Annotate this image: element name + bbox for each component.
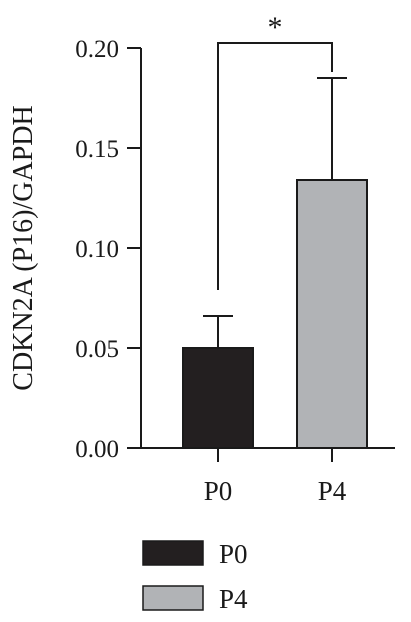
- plot-area: 0.00 0.05 0.10 0.15 0.20 P0 P4 * P0 P4: [75, 11, 395, 614]
- x-tick-label: P0: [204, 476, 233, 506]
- y-axis-label: CDKN2A (P16)/GAPDH: [8, 105, 39, 390]
- legend-label: P0: [219, 539, 248, 569]
- significance-bracket: [217, 42, 333, 290]
- y-tick-label: 0.10: [75, 236, 119, 263]
- y-tick-label: 0.05: [75, 336, 119, 363]
- bar-p4: [296, 179, 368, 449]
- legend-swatch-p4: [142, 585, 204, 611]
- legend-swatch-p0: [142, 540, 204, 566]
- y-tick-label: 0.00: [75, 436, 119, 463]
- y-tick-label: 0.20: [75, 36, 119, 63]
- x-tick-label: P4: [318, 476, 347, 506]
- legend-label: P4: [219, 584, 248, 614]
- bar-p0: [182, 347, 254, 449]
- y-tick-label: 0.15: [75, 136, 119, 163]
- significance-marker: *: [268, 11, 283, 44]
